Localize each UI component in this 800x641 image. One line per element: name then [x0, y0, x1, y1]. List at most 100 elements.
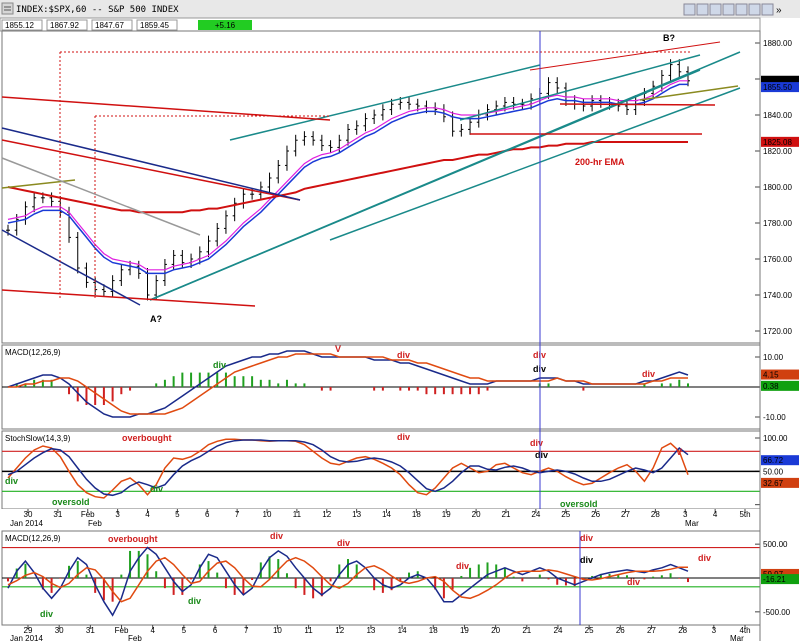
x-tick-label: 10 — [263, 510, 272, 519]
x-tick-label: 3 — [712, 626, 717, 635]
value-label-bg — [761, 477, 799, 488]
value-label-bg — [761, 369, 799, 380]
x-tick-label: 28 — [651, 510, 660, 519]
annotation-label: div — [270, 531, 283, 541]
change-badge — [198, 20, 252, 30]
header-toolbar: » — [683, 3, 782, 16]
y-tick-label: -10.00 — [763, 413, 786, 422]
toolbar-btn-grid[interactable] — [696, 3, 709, 16]
x-tick-label: 10 — [273, 626, 282, 635]
x-tick-label: 20 — [472, 510, 481, 519]
ohlc-high-box — [46, 19, 88, 31]
macd2-panel: MACD(12,26,9) 500.00-500.0059.97-16.21ov… — [1, 530, 799, 626]
y-tick-label: 500.00 — [763, 540, 788, 549]
series-line-0 — [7, 546, 689, 617]
y-tick-label: -500.00 — [763, 608, 791, 617]
annotation-label: oversold — [52, 497, 90, 507]
annotation-label: div — [337, 538, 350, 548]
x-tick-label: 19 — [442, 510, 451, 519]
wave-label-b: B? — [663, 33, 675, 43]
scroll-right-icon[interactable]: » — [776, 5, 782, 16]
ema-label: 200-hr EMA — [575, 157, 625, 167]
annotation-label: div — [397, 350, 410, 360]
value-label-bg — [761, 380, 799, 391]
annotation-label: div — [535, 450, 548, 460]
red-trendline — [1, 139, 301, 201]
annotation-label: div — [530, 438, 543, 448]
x-tick-label: 13 — [366, 626, 375, 635]
x-tick-label: 6 — [213, 626, 218, 635]
stoch-plot: 100.00 50.00 66.72 32.67 overbought oversold o… — [2, 432, 799, 509]
series-line-1 — [7, 83, 688, 275]
y-tick-label: 1880.00 — [763, 39, 792, 48]
x-tick-label: 24 — [531, 510, 540, 519]
red-trendline — [559, 103, 716, 106]
x-tick-label: 31 — [53, 510, 62, 519]
x-tick-label: 7 — [244, 626, 249, 635]
ohlc-low: 1847.67 — [95, 21, 124, 30]
toolbar-btn-zoom[interactable] — [683, 3, 696, 16]
toolbar-btn-cursor[interactable] — [761, 3, 774, 16]
price-plot: 1720.00 1740.00 1760.00 1780.00 1800.00 1820.… — [1, 33, 799, 336]
toolbar-btn-text[interactable] — [722, 3, 735, 16]
teal-trendline — [229, 64, 541, 141]
olive-line-right — [639, 85, 739, 101]
annotation-label: V — [676, 447, 682, 457]
x-tick-label: 26 — [591, 510, 600, 519]
x-sub-label: Jan 2014 — [10, 634, 43, 641]
top-x-axis-labels: 30 31 Feb 3 4 5 6 7 10 11 12 13 14 18 19 20 21 24 25 26 27 28… — [10, 509, 751, 528]
x-tick-label: 29 — [24, 626, 33, 635]
value-label-bg — [761, 568, 799, 579]
x-tick-label: 3 — [115, 510, 120, 519]
y-tick-label: 1780.00 — [763, 219, 792, 228]
ohlc-low-box — [91, 19, 133, 31]
value-label: 0.38 — [763, 382, 779, 391]
bottom-x-axis-labels: 29 30 31 Feb 4 5 6 7 10 11 12 13 14 18 19 20 21 24 25 26 27 2… — [10, 625, 751, 641]
gray-trendline — [1, 157, 201, 236]
value-label: 1825.08 — [763, 138, 792, 147]
x-tick-label: 3 — [683, 510, 688, 519]
toolbar-btn-draw[interactable] — [709, 3, 722, 16]
x-tick-label: 4th — [739, 626, 750, 635]
ohlc-close: 1859.45 — [140, 21, 169, 30]
value-label: 66.72 — [763, 456, 784, 465]
annotation-label: overbought — [122, 433, 172, 443]
x-tick-label: 18 — [429, 626, 438, 635]
bottom-x-axis: 29 30 31 Feb 4 5 6 7 10 11 12 13 14 18 19 20 21 24 25 26 27 2… — [10, 625, 751, 641]
x-tick-label: Feb — [115, 626, 129, 635]
annotation-label: V — [335, 344, 341, 354]
value-label-bg — [761, 455, 799, 466]
x-tick-label: 18 — [412, 510, 421, 519]
top-x-axis: 30 31 Feb 3 4 5 6 7 10 11 12 13 14 18 19 20 21 24 25 26 27 28… — [0, 509, 760, 529]
annotation-label: div — [580, 555, 593, 565]
y-tick-label: 1760.00 — [763, 255, 792, 264]
toolbar-btn-fib[interactable] — [735, 3, 748, 16]
y-tick-label: 1720.00 — [763, 327, 792, 336]
annotation-label: div — [188, 596, 201, 606]
x-tick-label: 11 — [304, 626, 313, 635]
value-label: 1859.02 — [763, 77, 792, 86]
ohlc-open: 1855.12 — [5, 21, 34, 30]
toolbar-btn-erase[interactable] — [748, 3, 761, 16]
x-sub-label: Jan 2014 — [10, 519, 43, 528]
chart-title: INDEX:$SPX,60 -- S&P 500 INDEX — [16, 5, 179, 15]
value-label: -16.21 — [763, 575, 786, 584]
x-tick-label: 5th — [739, 510, 750, 519]
annotation-label: overbought — [108, 534, 158, 544]
y-tick-label: 1740.00 — [763, 291, 792, 300]
x-tick-label: 30 — [55, 626, 64, 635]
teal-trendline — [329, 87, 741, 241]
value-label-bg — [761, 136, 799, 147]
x-tick-label: 25 — [561, 510, 570, 519]
ohlc-open-box — [1, 19, 43, 31]
navy-trendline — [1, 229, 141, 306]
chart-settings-icon[interactable] — [1, 2, 14, 15]
x-tick-label: Feb — [81, 510, 95, 519]
y-tick-label: 10.00 — [763, 353, 784, 362]
annotation-label: div — [627, 577, 640, 587]
x-tick-label: 25 — [585, 626, 594, 635]
x-sub-label: Feb — [88, 519, 102, 528]
x-tick-label: 11 — [293, 510, 302, 519]
wave-label-a: A? — [150, 314, 162, 324]
